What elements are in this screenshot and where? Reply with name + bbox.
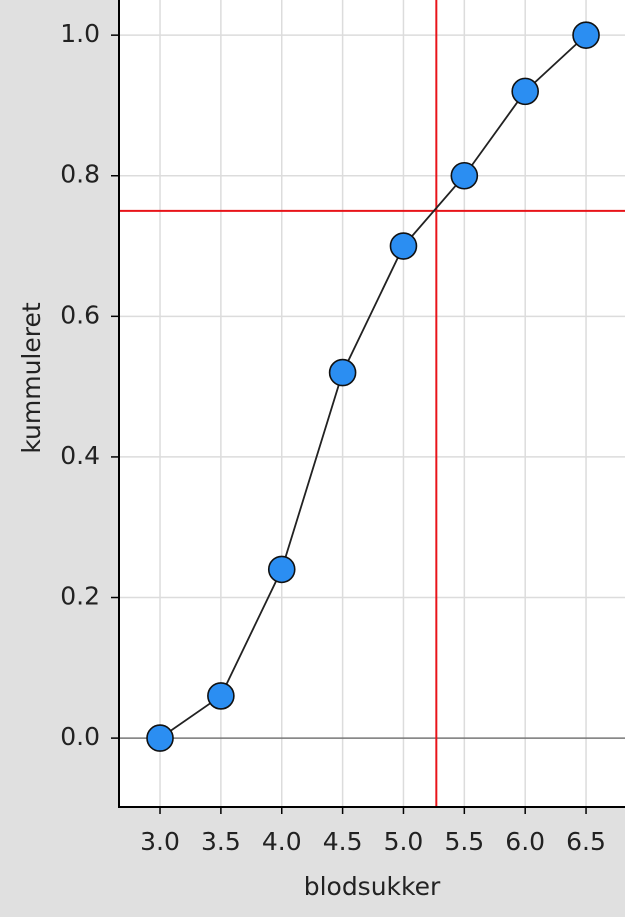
data-point	[267, 555, 296, 584]
data-point	[511, 77, 539, 106]
data-point	[328, 358, 357, 387]
data-point	[572, 21, 600, 49]
marks	[146, 21, 600, 752]
plot-area	[119, 0, 625, 807]
y-tick-label: 0.0	[60, 722, 100, 751]
y-tick-label: 0.2	[60, 582, 100, 611]
grid	[111, 0, 625, 814]
x-tick-label: 4.5	[323, 827, 363, 856]
x-axis-label: blodsukker	[304, 872, 441, 901]
data-point	[450, 161, 479, 190]
y-axis-label: kummuleret	[17, 302, 46, 454]
x-tick-label: 5.5	[444, 827, 484, 856]
x-tick-label: 6.0	[505, 827, 545, 856]
y-tick-label: 1.0	[60, 19, 100, 48]
data-point	[146, 724, 174, 752]
data-point	[207, 682, 235, 710]
data-line	[159, 34, 587, 739]
x-tick-label: 4.0	[262, 827, 302, 856]
data-point	[389, 232, 418, 260]
x-tick-label: 3.5	[201, 827, 241, 856]
y-tick-label: 0.8	[60, 160, 100, 189]
y-tick-label: 0.6	[60, 300, 100, 329]
x-tick-label: 3.0	[140, 827, 180, 856]
x-tick-label: 6.5	[566, 827, 606, 856]
x-tick-label: 5.0	[384, 827, 424, 856]
y-tick-label: 0.4	[60, 441, 100, 470]
